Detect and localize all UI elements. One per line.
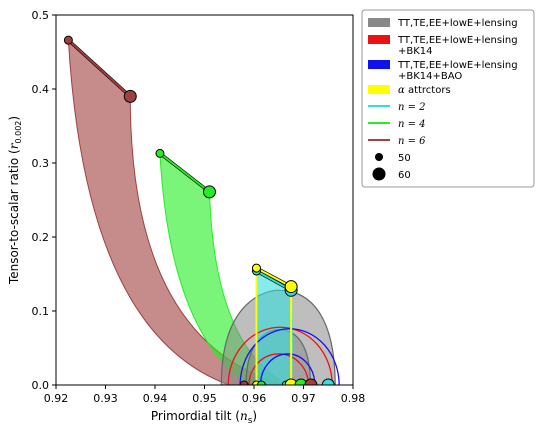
y-axis-label-close: ) [7, 116, 21, 121]
point-n6-n60-bottom [304, 378, 318, 385]
band-n6 [67, 38, 284, 385]
y-axis-label-symbol: r [7, 142, 21, 149]
legend-label-2: +BK14+BAO [398, 71, 462, 82]
contour-bao-inner [259, 353, 316, 385]
legend-label-0: TT,TE,EE+lowE+lensing [397, 18, 518, 29]
x-axis-label-symbol: n [240, 409, 248, 423]
point-n2-n60-bottom [321, 378, 335, 385]
y-tick-label: 0.0 [32, 379, 50, 392]
legend-swatch-1 [368, 35, 390, 44]
legend-label-1: TT,TE,EE+lowE+lensing [397, 35, 518, 46]
point-n4-n60-bottom [294, 378, 308, 385]
x-tick-label: 0.96 [242, 392, 267, 405]
legend-label-6: n = 6 [398, 136, 426, 147]
point-attractors-n60-bottom [284, 378, 298, 385]
y-tick-label: 0.4 [32, 83, 50, 96]
x-tick-label: 0.97 [291, 392, 316, 405]
line-n6 [67, 39, 131, 98]
y-axis-label-sub: 0.002 [14, 121, 23, 144]
x-axis-label: Primordial tilt (ns) [151, 409, 257, 426]
line-n4 [159, 152, 211, 193]
legend-swatch-2 [368, 60, 390, 69]
point-attractors-n60 [284, 280, 298, 294]
contour-bk14-outer [227, 326, 333, 385]
legend-swatch-8 [372, 167, 386, 181]
legend-label-1: +BK14 [398, 46, 433, 57]
y-tick-label: 0.1 [32, 305, 50, 318]
x-axis-label-close: ) [252, 409, 257, 423]
y-tick-label: 0.5 [32, 9, 50, 22]
point-n6-n60-top [123, 89, 137, 103]
point-n6-n50-top [63, 35, 73, 45]
x-tick-label: 0.98 [341, 392, 366, 405]
legend-label-2: TT,TE,EE+lowE+lensing [397, 60, 518, 71]
point-n6-n50-bottom [239, 380, 249, 385]
point-attractors-n50 [251, 263, 261, 273]
band-n4 [159, 152, 289, 385]
contour-bk14-inner [248, 353, 310, 385]
y-tick-label: 0.2 [32, 231, 50, 244]
x-tick-label: 0.93 [93, 392, 118, 405]
legend-label-3: α attrctors [398, 85, 451, 96]
x-tick-label: 0.94 [143, 392, 168, 405]
y-tick-label: 0.3 [32, 157, 50, 170]
y-axis-label: Tensor-to-scalar ratio (r0.002) [7, 116, 23, 285]
line-attractors [256, 267, 292, 288]
point-n4-n50-top [155, 148, 165, 158]
legend-swatch-3 [368, 85, 390, 94]
legend-swatch-0 [368, 18, 390, 27]
x-tick-label: 0.95 [192, 392, 217, 405]
legend-label-7: 50 [398, 153, 411, 164]
legend-label-4: n = 2 [398, 102, 426, 113]
point-n4-n50-bottom [256, 380, 266, 385]
x-axis-label-sub: s [248, 416, 253, 426]
point-n4-n60-top [202, 185, 216, 199]
contour-bao-outer [239, 328, 340, 385]
legend-label-5: n = 4 [398, 119, 426, 130]
x-axis-label-main: Primordial tilt ( [151, 409, 240, 423]
legend-swatch-7 [375, 153, 383, 161]
legend-box [361, 9, 535, 188]
y-axis-label-main: Tensor-to-scalar ratio ( [7, 149, 21, 285]
legend-label-8: 60 [398, 170, 411, 181]
x-tick-label: 0.92 [44, 392, 69, 405]
legend: TT,TE,EE+lowE+lensing TT,TE,EE+lowE+lensi… [361, 9, 535, 188]
